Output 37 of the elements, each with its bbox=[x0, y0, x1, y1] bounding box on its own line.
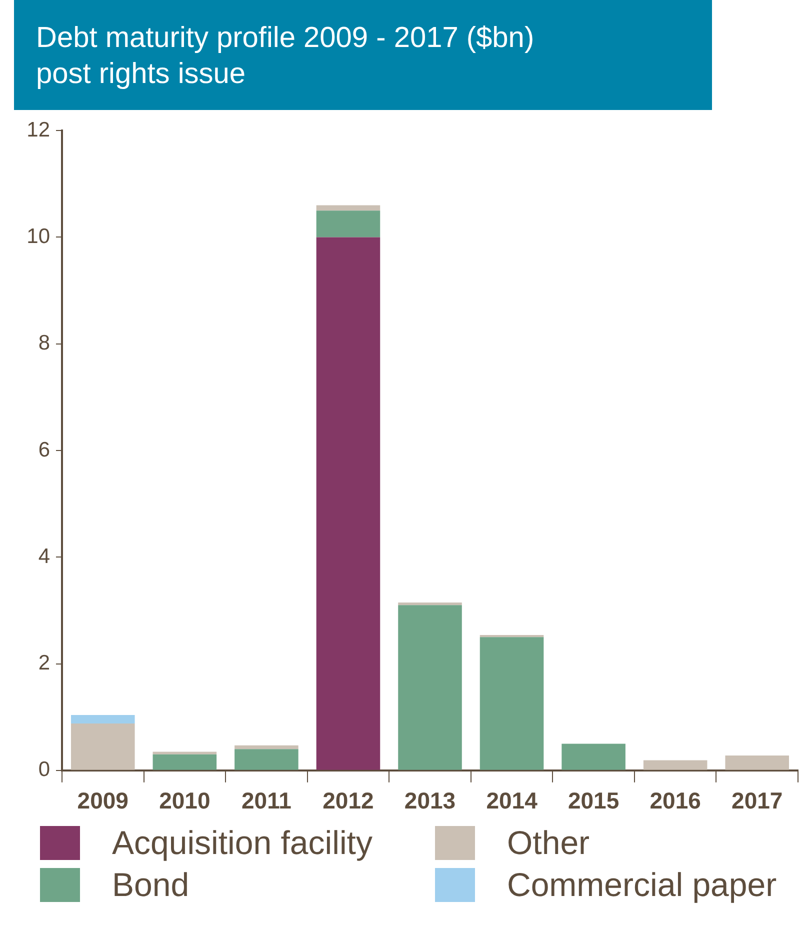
bar bbox=[643, 760, 708, 770]
bar bbox=[480, 637, 544, 770]
x-tick-label: 2015 bbox=[568, 788, 620, 814]
y-tick-label: 10 bbox=[26, 225, 50, 248]
chart-title: Debt maturity profile 2009 - 2017 ($bn) post rights issue bbox=[14, 0, 712, 110]
bar bbox=[316, 205, 380, 211]
x-tick-label: 2017 bbox=[732, 788, 783, 814]
x-tick-label: 2011 bbox=[241, 788, 292, 814]
legend-label: Acquisition facility bbox=[112, 824, 372, 862]
bar bbox=[398, 602, 462, 606]
bar bbox=[316, 210, 380, 238]
y-tick-label: 8 bbox=[38, 332, 50, 355]
bar bbox=[234, 749, 298, 770]
y-tick-label: 4 bbox=[38, 544, 50, 568]
bar bbox=[316, 237, 380, 770]
y-tick-label: 0 bbox=[38, 758, 50, 782]
bar bbox=[398, 605, 462, 770]
legend-label: Commercial paper bbox=[507, 866, 777, 904]
x-tick-label: 2009 bbox=[77, 788, 128, 814]
x-tick-label: 2010 bbox=[159, 788, 210, 814]
bar bbox=[480, 634, 544, 638]
x-tick-label: 2014 bbox=[486, 788, 538, 814]
bar bbox=[70, 714, 135, 724]
x-tick-label: 2016 bbox=[650, 788, 701, 814]
bar bbox=[152, 752, 217, 754]
x-tick-label: 2012 bbox=[322, 788, 374, 814]
x-tick-label: 2013 bbox=[404, 788, 456, 814]
bar bbox=[234, 745, 298, 750]
bar bbox=[152, 754, 217, 770]
y-tick-label: 12 bbox=[26, 118, 50, 142]
bar bbox=[562, 744, 626, 770]
legend-label: Other bbox=[507, 824, 590, 862]
y-tick-label: 6 bbox=[38, 438, 50, 462]
legend-label: Bond bbox=[112, 866, 190, 904]
y-tick-label: 2 bbox=[38, 652, 50, 675]
bar bbox=[70, 723, 135, 770]
bar bbox=[725, 755, 790, 770]
